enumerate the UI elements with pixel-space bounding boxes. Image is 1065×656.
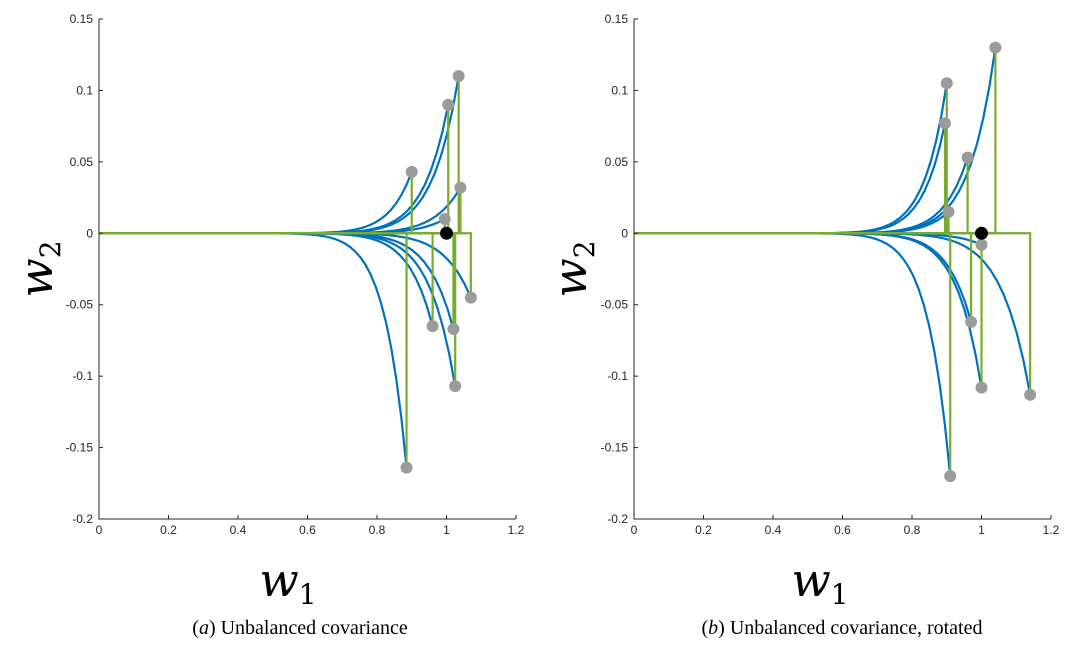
endpoint-markers-a: [400, 70, 477, 474]
endpoint-b-4: [942, 205, 955, 218]
x-tick-label-b-2: 0.4: [765, 523, 782, 537]
x-axis-label-a: w1: [259, 553, 316, 611]
y-tick-labels-a: -0.2 -0.15 -0.1 -0.05 0 0.05 0.1 0.15: [66, 12, 94, 526]
target-point-b: [975, 226, 988, 240]
y-tick-label-a-2: -0.1: [72, 369, 93, 383]
y-tick-label-a-5: 0.05: [70, 155, 94, 169]
y-tick-label-b-5: 0.05: [605, 155, 629, 169]
endpoint-b-2: [989, 41, 1002, 54]
x-tick-label-b-0: 0: [631, 523, 638, 537]
x-tick-labels-b: 0 0.2 0.4 0.6 0.8 1 1.2: [631, 523, 1060, 537]
endpoint-a-0: [405, 165, 418, 178]
x-axis-label-b: w1: [791, 553, 848, 611]
y-tick-label-b-7: 0.15: [605, 12, 629, 26]
chart-panel-b: 0 0.2 0.4 0.6 0.8 1 1.2 -0.2 -0.15 -0.1 -0.05 0 0.0…: [543, 12, 1060, 639]
y-tick-label-a-0: -0.2: [72, 512, 93, 526]
endpoint-a-5: [464, 291, 477, 304]
x-tick-label-b-5: 1: [978, 523, 985, 537]
endpoint-b-9: [944, 470, 957, 483]
projection-b-9: [634, 232, 952, 477]
y-tick-label-b-0: -0.2: [607, 512, 628, 526]
endpoint-a-8: [449, 380, 462, 393]
x-tick-label-b-4: 0.8: [904, 523, 921, 537]
x-tick-labels-a: 0 0.2 0.4 0.6 0.8 1 1.2: [96, 523, 525, 537]
tick-marks-a: [98, 18, 517, 520]
x-tick-label-b-6: 1.2: [1043, 523, 1060, 537]
x-tick-label-a-0: 0: [96, 523, 103, 537]
endpoint-b-3: [961, 151, 974, 164]
y-tick-label-b-2: -0.1: [607, 369, 628, 383]
target-point-a: [440, 226, 453, 240]
endpoint-a-3: [454, 181, 467, 194]
y-tick-label-a-1: -0.15: [66, 441, 94, 455]
x-tick-label-a-2: 0.4: [230, 523, 247, 537]
y-tick-label-b-4: 0: [621, 226, 628, 240]
x-tick-label-a-5: 1: [443, 523, 450, 537]
y-tick-label-a-6: 0.1: [76, 83, 93, 97]
y-tick-label-a-3: -0.05: [66, 298, 94, 312]
endpoint-a-1: [442, 98, 455, 111]
tick-marks-b: [633, 18, 1052, 520]
endpoint-a-2: [452, 70, 465, 83]
x-tick-label-a-1: 0.2: [160, 523, 177, 537]
caption-a: (a) Unbalanced covariance: [192, 617, 408, 639]
y-tick-label-b-1: -0.15: [601, 441, 629, 455]
y-tick-label-a-7: 0.15: [70, 12, 94, 26]
y-tick-label-b-3: -0.05: [601, 298, 629, 312]
y-tick-label-b-6: 0.1: [611, 83, 628, 97]
projection-a-9: [99, 232, 408, 468]
endpoint-b-5: [975, 238, 988, 251]
x-tick-label-b-1: 0.2: [695, 523, 712, 537]
x-tick-label-a-4: 0.8: [369, 523, 386, 537]
y-axis-label-b: w2: [543, 240, 601, 297]
endpoint-b-7: [975, 381, 988, 394]
endpoint-a-7: [447, 323, 460, 335]
endpoint-b-1: [939, 117, 952, 130]
x-tick-label-b-3: 0.6: [834, 523, 851, 537]
x-tick-label-a-3: 0.6: [299, 523, 316, 537]
x-tick-label-a-6: 1.2: [508, 523, 525, 537]
chart-panel-a: 0 0.2 0.4 0.6 0.8 1 1.2 -0.2 -0.15 -0.1 -0.05 0 0.0…: [9, 12, 525, 639]
caption-b: (b) Unbalanced covariance, rotated: [702, 617, 983, 639]
y-tick-label-a-4: 0: [86, 226, 93, 240]
y-tick-labels-b: -0.2 -0.15 -0.1 -0.05 0 0.05 0.1 0.15: [601, 12, 629, 526]
endpoint-b-8: [1024, 388, 1037, 401]
endpoint-a-4: [438, 213, 451, 225]
endpoint-a-9: [400, 461, 413, 474]
endpoint-markers-b: [939, 41, 1037, 483]
endpoint-b-0: [940, 77, 953, 90]
y-axis-label-a: w2: [9, 240, 67, 297]
endpoint-a-6: [426, 320, 439, 333]
endpoint-b-6: [965, 315, 978, 328]
